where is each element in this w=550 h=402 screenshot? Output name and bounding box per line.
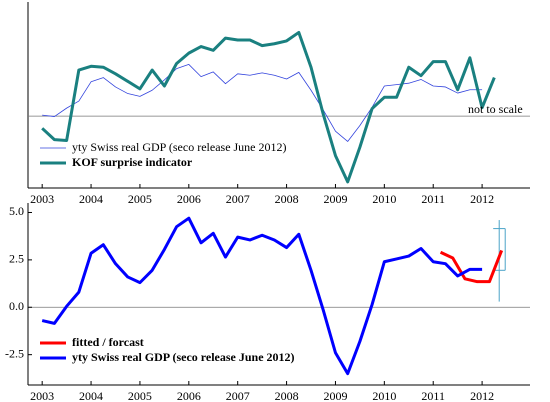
y-tick-label: -2.5	[5, 346, 24, 360]
x-tick-label: 2005	[128, 192, 152, 206]
y-tick-label: 0.0	[9, 299, 24, 313]
x-tick-label: 2008	[275, 389, 299, 402]
series-line	[439, 249, 504, 284]
series-line	[41, 216, 483, 376]
legend-label: KOF surprise indicator	[72, 155, 193, 169]
x-tick-label: 2010	[372, 389, 396, 402]
x-tick-label: 2006	[177, 192, 201, 206]
x-tick-label: 2005	[128, 389, 152, 402]
x-tick-label: 2007	[226, 389, 250, 402]
y-tick-label: 2.5	[9, 252, 24, 266]
y-tick-label: 5.0	[9, 204, 24, 218]
x-tick-label: 2006	[177, 389, 201, 402]
x-tick-label: 2012	[470, 192, 494, 206]
x-tick-label: 2011	[421, 192, 445, 206]
x-tick-label: 2012	[470, 389, 494, 402]
x-tick-label: 2007	[226, 192, 250, 206]
x-tick-label: 2003	[30, 192, 54, 206]
x-tick-label: 2003	[30, 389, 54, 402]
legend-label: fitted / forcast	[72, 335, 144, 349]
x-tick-label: 2010	[372, 192, 396, 206]
x-tick-label: 2011	[421, 389, 445, 402]
legend-label: yty Swiss real GDP (seco release June 20…	[72, 350, 295, 364]
series-line	[42, 64, 483, 142]
x-tick-label: 2004	[79, 389, 103, 402]
series-line	[41, 30, 496, 184]
annotation: not to scale	[468, 102, 523, 116]
legend-label: yty Swiss real GDP (seco release June 20…	[72, 140, 287, 154]
x-tick-label: 2008	[275, 192, 299, 206]
x-tick-label: 2009	[323, 192, 347, 206]
x-tick-label: 2009	[323, 389, 347, 402]
x-tick-label: 2004	[79, 192, 103, 206]
